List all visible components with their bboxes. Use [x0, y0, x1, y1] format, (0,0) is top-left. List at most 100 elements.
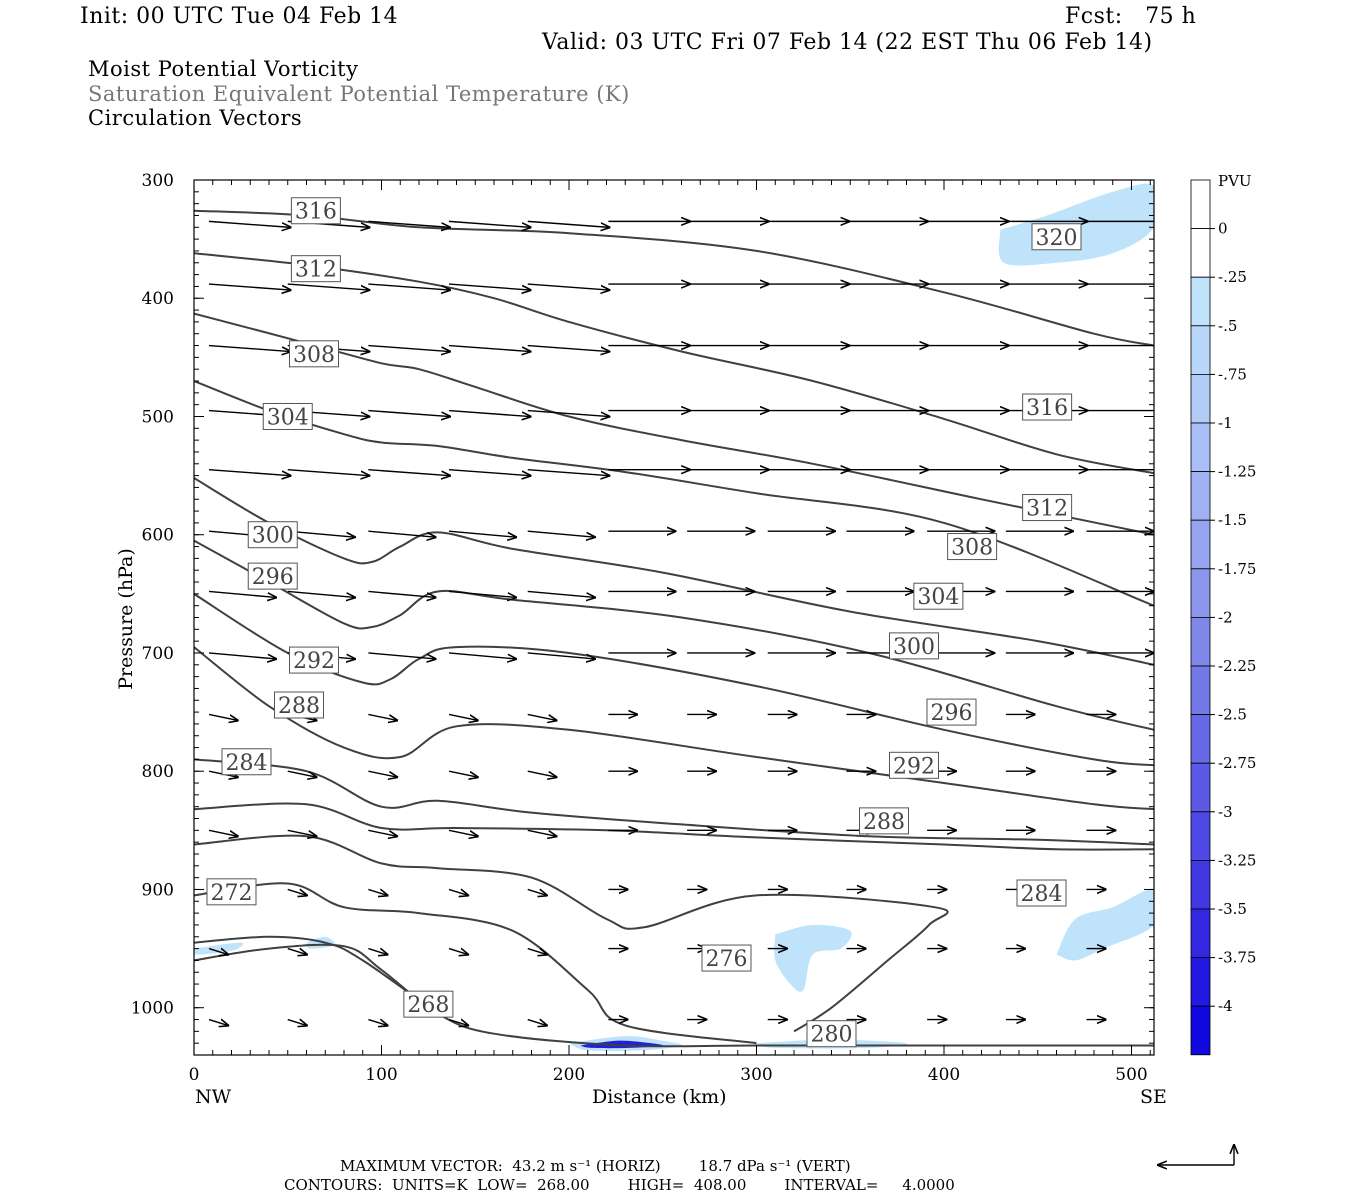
colorbar-swatch — [1190, 471, 1211, 521]
circulation-arrow — [527, 530, 595, 537]
contour-label-text: 284 — [1021, 882, 1063, 907]
contour-label: 316 — [1022, 393, 1073, 421]
colorbar-label: -2.5 — [1218, 706, 1247, 724]
subtitle-vectors: Circulation Vectors — [88, 106, 303, 130]
colorbar-swatch — [1190, 762, 1211, 813]
subtitle-theta-es: Saturation Equivalent Potential Temperat… — [88, 82, 630, 106]
contour-label-text: 300 — [252, 524, 294, 549]
circulation-vectors — [208, 220, 1154, 1026]
contour-label-box — [274, 691, 324, 719]
circulation-arrow — [527, 770, 557, 777]
contour-label-box — [289, 340, 339, 368]
contour-label-box — [290, 197, 341, 225]
contour-label-text: 312 — [295, 258, 337, 283]
contour-label-box — [926, 698, 977, 726]
y-tick-label: 600 — [142, 526, 174, 546]
contour-line — [194, 834, 949, 1033]
colorbar-label: -3.5 — [1218, 900, 1247, 918]
reference-vector-icon — [1158, 1145, 1234, 1165]
circulation-arrow — [448, 829, 478, 836]
contour-label-text: 292 — [893, 754, 935, 779]
circulation-arrow — [527, 468, 610, 476]
colorbar-swatch — [1190, 422, 1211, 472]
contour-label-text: 304 — [917, 585, 959, 610]
colorbar-label: -1.25 — [1218, 463, 1256, 481]
circulation-arrow — [527, 409, 610, 417]
pv-colorbar: PVU 0 -.25 -.5 -.75 -1 -1.25 -1.5 -1.75 -2 -2.25 -2… — [1190, 172, 1256, 1056]
contour-label: 268 — [403, 990, 454, 1018]
footer-contours: CONTOURS: UNITS=K LOW= 268.00 HIGH= 408.… — [284, 1176, 955, 1194]
circulation-arrow — [208, 652, 276, 659]
circulation-arrow — [448, 1020, 468, 1026]
circulation-arrow — [448, 530, 516, 537]
circulation-arrow — [208, 713, 238, 720]
circulation-arrow — [368, 220, 450, 227]
circulation-arrow — [448, 220, 531, 227]
contour-label-text: 288 — [863, 810, 905, 835]
y-tick-label: 1000 — [131, 999, 174, 1019]
contour-line — [194, 882, 757, 1045]
contour-label-text: 292 — [293, 649, 335, 674]
colorbar-swatch — [1190, 228, 1211, 278]
colorbar-swatch — [1190, 617, 1211, 667]
contour-label: 288 — [274, 691, 324, 719]
circulation-arrow — [287, 283, 370, 290]
colorbar-label: 0 — [1218, 220, 1228, 238]
contour-label-text: 268 — [407, 993, 449, 1018]
contour-label-box — [701, 944, 752, 972]
footer-max-vector: MAXIMUM VECTOR: 43.2 m s⁻¹ (HORIZ) 18.7 … — [340, 1157, 851, 1175]
contour-line — [194, 802, 1154, 851]
pv-region — [774, 924, 852, 992]
contour-label-text: 280 — [811, 1023, 853, 1048]
circulation-arrow — [527, 1020, 547, 1026]
circulation-arrow — [448, 344, 531, 352]
circulation-arrow — [368, 468, 450, 476]
contour-line — [194, 943, 1154, 1048]
contour-label: 312 — [1022, 494, 1073, 522]
circulation-arrow — [448, 889, 468, 895]
colorbar-label: -2.75 — [1218, 754, 1256, 772]
contour-label-box — [1022, 494, 1073, 522]
contour-label: 320 — [1031, 223, 1082, 251]
colorbar-label: -2 — [1218, 608, 1233, 626]
contour-label: 284 — [1016, 879, 1067, 907]
circulation-arrow — [527, 590, 595, 597]
circulation-arrow — [208, 590, 276, 597]
contour-label: 316 — [290, 197, 341, 225]
pv-region — [306, 936, 336, 949]
circulation-arrow — [368, 949, 387, 955]
circulation-arrow — [448, 652, 516, 659]
colorbar-label: -1.5 — [1218, 511, 1247, 529]
contour-line — [194, 935, 439, 1015]
colorbar-swatch — [1190, 665, 1211, 715]
contour-label-box — [1016, 879, 1067, 907]
contour-label: 296 — [247, 562, 298, 590]
circulation-arrow — [368, 770, 397, 777]
colorbar-swatch — [1190, 179, 1211, 229]
contour-label-box — [859, 807, 909, 835]
contour-label-text: 288 — [278, 694, 320, 719]
contour-label-box — [221, 748, 272, 776]
x-axis-label: Distance (km) — [592, 1086, 727, 1108]
contour-label: 296 — [926, 698, 977, 726]
circulation-arrow — [208, 220, 291, 227]
circulation-arrow — [287, 889, 307, 895]
colorbar-swatch — [1190, 276, 1211, 327]
circulation-arrow — [287, 829, 317, 836]
circulation-arrow — [208, 829, 238, 836]
contour-label-text: 284 — [226, 751, 268, 776]
colorbar-label: -4 — [1218, 997, 1233, 1015]
contour-line — [194, 380, 1154, 607]
contour-label-text: 276 — [706, 947, 748, 972]
contour-label: 308 — [947, 533, 998, 561]
colorbar-label: -1 — [1218, 414, 1233, 432]
contour-label-box — [889, 751, 939, 779]
colorbar-label: -1.75 — [1218, 560, 1256, 578]
y-tick-label: 700 — [142, 644, 174, 664]
contour-label-box — [913, 582, 964, 610]
contour-label: 312 — [290, 255, 341, 283]
contour-label-text: 304 — [267, 405, 309, 430]
circulation-arrow — [368, 590, 435, 597]
colorbar-label: -3.25 — [1218, 851, 1256, 869]
colorbar-swatch — [1190, 908, 1211, 958]
